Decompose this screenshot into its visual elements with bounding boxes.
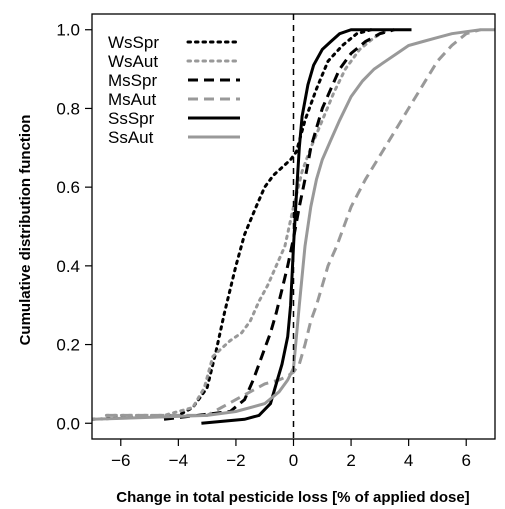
x-tick-label: 0 bbox=[289, 451, 298, 470]
y-axis: 0.0 0.2 0.4 0.6 0.8 1.0 bbox=[56, 21, 92, 433]
series-layer bbox=[92, 28, 495, 425]
legend-label-ssaut: SsAut bbox=[108, 128, 154, 147]
x-tick-label: −4 bbox=[169, 451, 188, 470]
x-tick-label: −6 bbox=[111, 451, 130, 470]
y-tick-label: 1.0 bbox=[56, 21, 80, 40]
x-tick-label: 2 bbox=[346, 451, 355, 470]
series-line-msspr bbox=[163, 28, 395, 421]
series-line-wsaut bbox=[104, 28, 390, 417]
legend-label-wsspr: WsSpr bbox=[108, 33, 159, 52]
y-tick-label: 0.6 bbox=[56, 178, 80, 197]
y-tick-label: 0.4 bbox=[56, 257, 80, 276]
legend-label-ssspr: SsSpr bbox=[108, 109, 155, 128]
x-tick-label: 4 bbox=[404, 451, 413, 470]
series-line-ssaut bbox=[92, 28, 495, 421]
x-axis-label: Change in total pesticide loss [% of app… bbox=[116, 489, 469, 506]
y-tick-label: 0.2 bbox=[56, 336, 80, 355]
legend-label-wsaut: WsAut bbox=[108, 52, 158, 71]
series-line-msaut bbox=[106, 28, 482, 417]
x-axis: −6 −4 −2 0 2 4 6 bbox=[111, 439, 471, 470]
y-tick-label: 0.8 bbox=[56, 99, 80, 118]
x-tick-label: −2 bbox=[226, 451, 245, 470]
y-axis-label: Cumulative distribution function bbox=[17, 115, 34, 346]
series-line-wsspr bbox=[92, 28, 373, 421]
legend-label-msaut: MsAut bbox=[108, 90, 156, 109]
y-tick-label: 0.0 bbox=[56, 414, 80, 433]
x-tick-label: 6 bbox=[461, 451, 470, 470]
legend-label-msspr: MsSpr bbox=[108, 71, 157, 90]
